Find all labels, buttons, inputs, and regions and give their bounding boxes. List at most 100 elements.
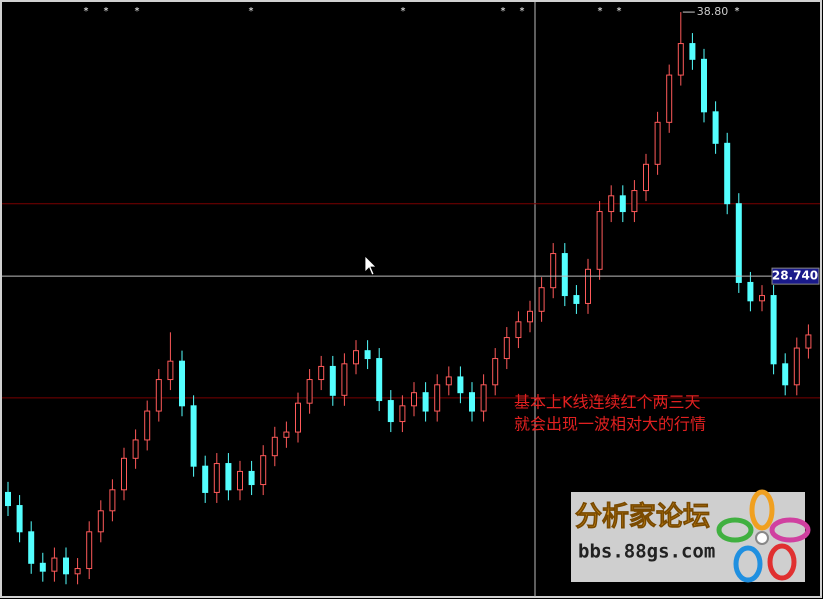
- annotation: 基本上K线连续红个两三天 就会出现一波相对大的行情: [514, 393, 706, 434]
- marker: *: [598, 6, 603, 17]
- candle-body: [550, 253, 557, 289]
- candle-body: [387, 400, 394, 423]
- candle-body: [724, 142, 731, 205]
- candle-body: [527, 310, 533, 323]
- candle-body: [237, 470, 243, 491]
- candle-body: [5, 491, 11, 507]
- candle-body: [747, 281, 754, 302]
- petal: [749, 489, 775, 531]
- annotation-line: 基本上K线连续红个两三天: [514, 393, 701, 412]
- candle-body: [631, 190, 638, 213]
- candle-body: [457, 376, 464, 394]
- candle-body: [701, 58, 707, 113]
- marker: *: [84, 6, 89, 17]
- candle-body: [74, 568, 81, 575]
- candle-body: [179, 360, 185, 407]
- marker: *: [735, 6, 740, 17]
- marker: *: [501, 6, 506, 17]
- candle-body: [86, 531, 93, 570]
- candle-body: [399, 405, 406, 423]
- mouse-cursor: [364, 255, 377, 276]
- candle-body: [364, 350, 371, 360]
- candle-body: [295, 402, 301, 433]
- candle-body: [225, 463, 232, 491]
- candle-body: [805, 334, 812, 349]
- max-marker-label: 38.80: [697, 5, 729, 18]
- candle-body: [63, 557, 69, 575]
- candle-body: [480, 384, 487, 412]
- candle-body: [585, 268, 591, 304]
- candle-body: [492, 358, 499, 386]
- candle-body: [712, 111, 719, 144]
- candle-body: [735, 203, 742, 283]
- marker: *: [249, 6, 254, 17]
- candle-body: [434, 384, 441, 412]
- candle-body: [318, 365, 325, 381]
- petal: [716, 517, 754, 543]
- petal: [767, 543, 797, 581]
- candle-body: [167, 360, 174, 381]
- candle-body: [248, 470, 255, 486]
- candle-body: [782, 363, 789, 386]
- candle-body: [190, 405, 197, 467]
- candle-body: [445, 376, 452, 386]
- petal: [733, 545, 763, 583]
- candle-body: [503, 337, 510, 360]
- annotation-line: 就会出现一波相对大的行情: [514, 415, 706, 434]
- candle-body: [144, 410, 151, 441]
- candle-body: [353, 350, 359, 365]
- candle-body: [213, 463, 220, 493]
- candle-body: [596, 211, 603, 270]
- candle-body: [643, 163, 649, 192]
- candle-body: [411, 392, 417, 407]
- candle-body: [202, 465, 209, 493]
- petal: [769, 517, 811, 543]
- candle-body: [260, 455, 267, 486]
- candle-body: [39, 562, 46, 572]
- candle-body: [666, 74, 673, 123]
- marker: *: [520, 6, 525, 17]
- candle-body: [422, 392, 429, 412]
- candle-body: [341, 363, 348, 396]
- candle-body: [608, 195, 615, 213]
- marker: *: [135, 6, 140, 17]
- candle-body: [283, 431, 290, 438]
- candle-body: [561, 253, 568, 297]
- event-markers: * * * * * * * * * *: [84, 6, 740, 17]
- marker: *: [401, 6, 406, 17]
- candle-body: [121, 457, 127, 491]
- candle-body: [677, 43, 684, 76]
- candle-body: [654, 121, 661, 165]
- plot: 38.80 28.740: [2, 5, 820, 585]
- candle-body: [759, 295, 765, 302]
- logo-url: bbs.88gs.com: [578, 541, 715, 563]
- candle-body: [271, 436, 278, 457]
- candle-body: [28, 531, 35, 564]
- marker: *: [104, 6, 109, 17]
- candle-body: [97, 510, 104, 533]
- candle-body: [109, 489, 116, 512]
- candle-body: [132, 439, 139, 459]
- candle-body: [770, 295, 777, 365]
- candle-body: [306, 379, 313, 404]
- flower-center: [755, 531, 769, 545]
- candle-body: [793, 347, 800, 386]
- logo: 分析家论坛 bbs.88gs.com: [571, 489, 811, 583]
- logo-title: 分析家论坛: [575, 501, 710, 533]
- candle-body: [155, 379, 162, 412]
- crosshair-label-box: [771, 267, 820, 285]
- logo-flower: [716, 489, 811, 583]
- candle-body: [329, 365, 336, 396]
- marker: *: [617, 6, 622, 17]
- candle-body: [51, 557, 58, 572]
- candle-body: [469, 392, 475, 412]
- candle-body: [16, 505, 23, 533]
- candle-body: [515, 321, 522, 339]
- candle-body: [538, 287, 545, 312]
- candle-body: [376, 358, 383, 402]
- crosshair-label: 28.740: [772, 269, 818, 283]
- candle-body: [689, 43, 696, 60]
- candle-body: [573, 295, 580, 304]
